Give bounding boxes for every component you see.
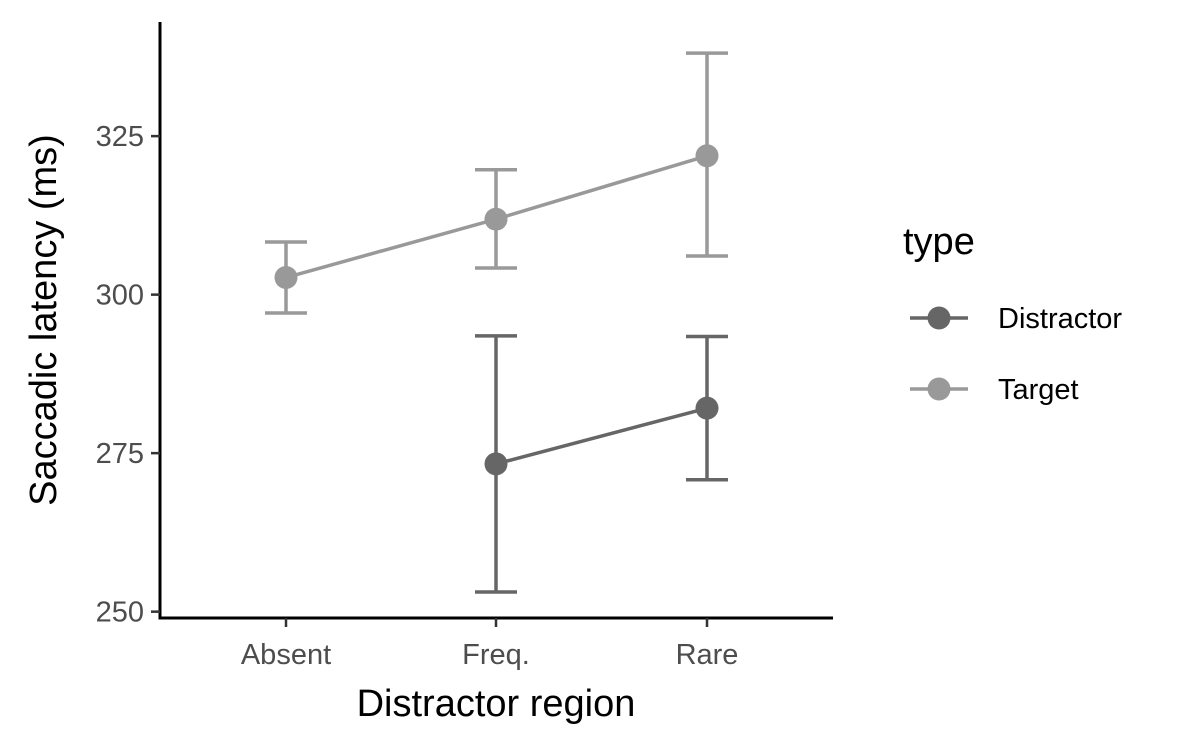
x-tick-label: Absent: [241, 639, 331, 671]
y-axis-title: Saccadic latency (ms): [23, 134, 65, 506]
x-tick-label: Rare: [676, 639, 739, 671]
y-tick-label: 325: [96, 121, 144, 153]
legend-key-point: [927, 306, 951, 330]
series-target: [265, 51, 728, 315]
data-point: [484, 452, 508, 476]
y-tick-label: 275: [96, 438, 144, 470]
x-axis-title: Distractor region: [357, 683, 636, 725]
legend-label: Target: [998, 374, 1079, 406]
y-tick-label: 250: [96, 597, 144, 629]
legend-item-distractor: Distractor: [910, 303, 1122, 335]
legend-key-point: [927, 377, 951, 401]
y-tick-label: 300: [96, 280, 144, 312]
data-point: [274, 266, 298, 290]
data-point: [695, 396, 719, 420]
series-line: [495, 406, 708, 466]
legend: type Distractor Target: [903, 221, 1122, 406]
x-ticks: Absent Freq. Rare: [241, 618, 739, 671]
series-layer: [265, 51, 728, 594]
series-distractor: [475, 334, 728, 594]
plot-area: 250 275 300 325 Absent Freq. Rare: [96, 22, 833, 671]
data-point: [695, 144, 719, 168]
legend-label: Distractor: [998, 303, 1122, 335]
legend-item-target: Target: [910, 374, 1079, 406]
legend-title: type: [903, 221, 975, 263]
x-tick-label: Freq.: [462, 639, 530, 671]
y-ticks: 250 275 300 325: [96, 121, 160, 629]
data-point: [484, 207, 508, 231]
legend-items: Distractor Target: [910, 303, 1122, 406]
